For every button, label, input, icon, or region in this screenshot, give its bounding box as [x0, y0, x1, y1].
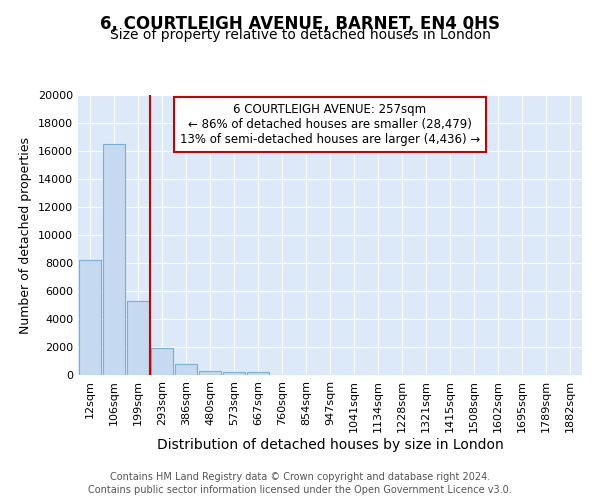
- Text: 6, COURTLEIGH AVENUE, BARNET, EN4 0HS: 6, COURTLEIGH AVENUE, BARNET, EN4 0HS: [100, 15, 500, 33]
- X-axis label: Distribution of detached houses by size in London: Distribution of detached houses by size …: [157, 438, 503, 452]
- Bar: [127, 301, 149, 375]
- Bar: [247, 372, 269, 375]
- Text: Contains public sector information licensed under the Open Government Licence v3: Contains public sector information licen…: [88, 485, 512, 495]
- Text: Contains HM Land Registry data © Crown copyright and database right 2024.: Contains HM Land Registry data © Crown c…: [110, 472, 490, 482]
- Text: Size of property relative to detached houses in London: Size of property relative to detached ho…: [110, 28, 490, 42]
- Bar: [151, 348, 173, 375]
- Bar: [103, 144, 125, 375]
- Bar: [175, 364, 197, 375]
- Bar: [223, 372, 245, 375]
- Bar: [79, 260, 101, 375]
- Y-axis label: Number of detached properties: Number of detached properties: [19, 136, 32, 334]
- Text: 6 COURTLEIGH AVENUE: 257sqm
← 86% of detached houses are smaller (28,479)
13% of: 6 COURTLEIGH AVENUE: 257sqm ← 86% of det…: [180, 104, 480, 146]
- Bar: [199, 371, 221, 375]
